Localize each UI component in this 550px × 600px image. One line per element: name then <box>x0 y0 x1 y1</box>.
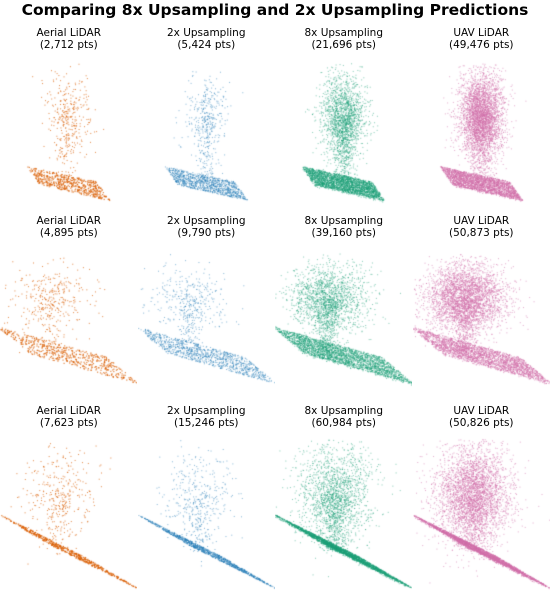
panel-title: 2x Upsampling (15,246 pts) <box>138 405 276 429</box>
panel-row1-8x: 8x Upsampling (21,696 pts) <box>275 27 413 219</box>
panel-point-count: (4,895 pts) <box>39 227 98 239</box>
panel-title: 8x Upsampling (60,984 pts) <box>275 405 413 429</box>
panel-row2-8x: 8x Upsampling (39,160 pts) <box>275 215 413 408</box>
panel-point-count: (5,424 pts) <box>177 39 236 51</box>
panel-label: 2x Upsampling <box>166 215 246 227</box>
panel-label: UAV LiDAR <box>453 27 510 39</box>
panel-point-count: (49,476 pts) <box>448 39 514 51</box>
point-cloud-plot <box>137 433 275 600</box>
point-cloud-plot <box>275 433 412 600</box>
panel-row1-2x: 2x Upsampling (5,424 pts) <box>137 27 276 219</box>
point-cloud-plot <box>275 243 412 408</box>
panel-title: UAV LiDAR (49,476 pts) <box>413 27 550 51</box>
panel-label: UAV LiDAR <box>453 405 510 417</box>
point-cloud-plot <box>137 55 275 217</box>
panel-point-count: (2,712 pts) <box>39 39 98 51</box>
panel-row3-8x: 8x Upsampling (60,984 pts) <box>275 405 413 600</box>
panel-title: 2x Upsampling (5,424 pts) <box>138 27 276 51</box>
panel-point-count: (9,790 pts) <box>177 227 236 239</box>
panel-label: 2x Upsampling <box>166 27 246 39</box>
panel-label: 2x Upsampling <box>166 405 246 417</box>
panel-point-count: (50,873 pts) <box>448 227 514 239</box>
panel-label: UAV LiDAR <box>453 215 510 227</box>
panel-row3-uav: UAV LiDAR (50,826 pts) <box>412 405 550 600</box>
point-cloud-plot <box>0 55 137 217</box>
panel-title: Aerial LiDAR (7,623 pts) <box>0 405 138 429</box>
point-cloud-plot <box>412 433 550 600</box>
panel-label: Aerial LiDAR <box>36 215 102 227</box>
panel-row3-2x: 2x Upsampling (15,246 pts) <box>137 405 276 600</box>
point-cloud-plot <box>0 243 137 408</box>
panel-label: 8x Upsampling <box>304 215 384 227</box>
panel-point-count: (7,623 pts) <box>39 417 98 429</box>
panel-point-count: (21,696 pts) <box>311 39 377 51</box>
figure-title: Comparing 8x Upsampling and 2x Upsamplin… <box>21 1 529 19</box>
panel-point-count: (39,160 pts) <box>311 227 377 239</box>
panel-row2-2x: 2x Upsampling (9,790 pts) <box>137 215 276 408</box>
panel-title: UAV LiDAR (50,873 pts) <box>413 215 550 239</box>
panel-title: 8x Upsampling (21,696 pts) <box>275 27 413 51</box>
point-cloud-plot <box>275 55 412 217</box>
panel-label: 8x Upsampling <box>304 405 384 417</box>
panel-title: 8x Upsampling (39,160 pts) <box>275 215 413 239</box>
point-cloud-plot <box>137 243 275 408</box>
panel-row3-aerial: Aerial LiDAR (7,623 pts) <box>0 405 138 600</box>
point-cloud-plot <box>412 243 550 408</box>
panel-row1-uav: UAV LiDAR (49,476 pts) <box>412 27 550 219</box>
point-cloud-plot <box>0 433 137 600</box>
panel-point-count: (15,246 pts) <box>173 417 239 429</box>
panel-title: 2x Upsampling (9,790 pts) <box>138 215 276 239</box>
panel-title: Aerial LiDAR (2,712 pts) <box>0 27 138 51</box>
panel-point-count: (60,984 pts) <box>311 417 377 429</box>
panel-row2-aerial: Aerial LiDAR (4,895 pts) <box>0 215 138 408</box>
panel-label: Aerial LiDAR <box>36 405 102 417</box>
panel-point-count: (50,826 pts) <box>448 417 514 429</box>
panel-label: 8x Upsampling <box>304 27 384 39</box>
point-cloud-plot <box>412 55 550 217</box>
panel-row1-aerial: Aerial LiDAR (2,712 pts) <box>0 27 138 219</box>
panel-label: Aerial LiDAR <box>36 27 102 39</box>
panel-row2-uav: UAV LiDAR (50,873 pts) <box>412 215 550 408</box>
panel-title: UAV LiDAR (50,826 pts) <box>413 405 550 429</box>
panel-title: Aerial LiDAR (4,895 pts) <box>0 215 138 239</box>
